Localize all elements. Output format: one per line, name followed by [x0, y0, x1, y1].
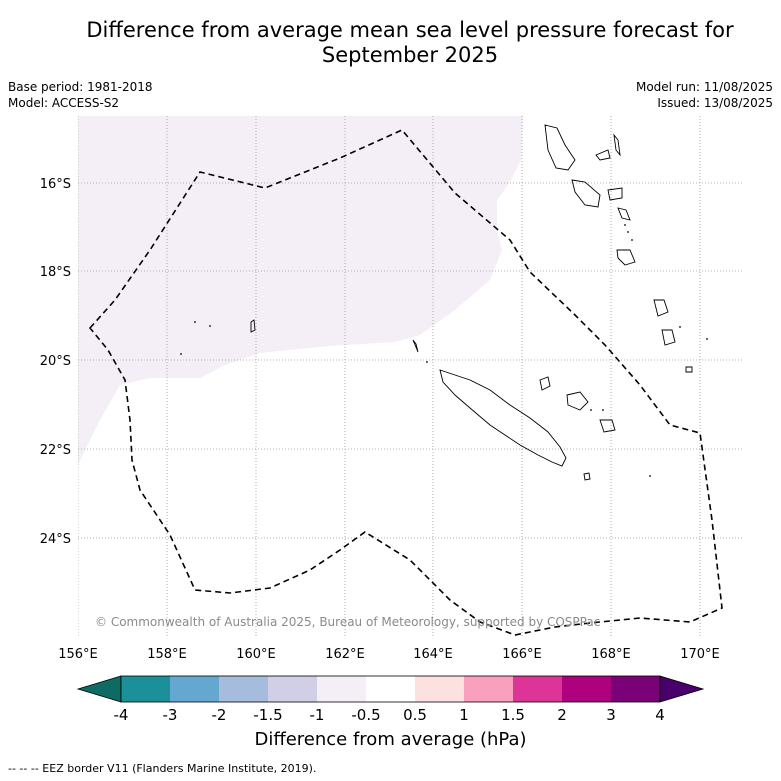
mare-coastline	[599, 419, 616, 433]
lon-label-170e: 170°E	[680, 647, 720, 662]
colorbar-tick-label: -4	[114, 706, 129, 724]
colorbar-tick-label: 1.5	[501, 706, 525, 724]
lon-label-166e: 166°E	[502, 647, 542, 662]
colorbar-tick-label: 1	[459, 706, 469, 724]
colorbar-tick-label: 3	[606, 706, 616, 724]
colorbar-tick-label: 4	[655, 706, 665, 724]
epi-coastline	[607, 187, 623, 201]
lifou-coastline	[566, 391, 589, 411]
coastlines	[250, 124, 693, 481]
lat-label-22s: 22°S	[40, 443, 71, 458]
colorbar-swatch	[562, 676, 611, 702]
chart-title: Difference from average mean sea level p…	[0, 18, 781, 68]
ambae-coastline	[595, 149, 611, 161]
aneityum-coastline	[685, 366, 693, 373]
lat-label-16s: 16°S	[40, 177, 71, 192]
latitude-labels: 16°S 18°S 20°S 22°S 24°S	[40, 177, 71, 547]
isle-of-pines-coastline	[583, 472, 591, 481]
lon-label-164e: 164°E	[413, 647, 453, 662]
espiritu-santo-coastline	[544, 124, 576, 171]
colorbar-tick-label: 0.5	[403, 706, 427, 724]
colorbar-tick-label: -2	[212, 706, 227, 724]
colorbar-swatch	[464, 676, 513, 702]
colorbar-border	[120, 675, 661, 703]
lat-label-20s: 20°S	[40, 354, 71, 369]
efate-coastline	[616, 249, 636, 266]
tanna-coastline	[661, 329, 676, 346]
colorbar-swatch	[611, 676, 660, 702]
lat-label-18s: 18°S	[40, 265, 71, 280]
map-plot-area: © Commonwealth of Australia 2025, Bureau…	[78, 116, 743, 636]
colorbar-swatch	[170, 676, 219, 702]
eez-legend-note: -- -- -- EEZ border V11 (Flanders Marine…	[8, 762, 317, 775]
title-line-1: Difference from average mean sea level p…	[86, 18, 734, 42]
model-run: Model run: 11/08/2025	[635, 80, 773, 94]
model-name: Model: ACCESS-S2	[8, 96, 120, 110]
colorbar-tick-label: -1	[310, 706, 325, 724]
longitude-labels: 156°E 158°E 160°E 162°E 164°E 166°E 168°…	[58, 647, 720, 662]
colorbar-swatch	[513, 676, 562, 702]
new-caledonia-coastline	[439, 369, 567, 467]
erromango-coastline	[653, 299, 669, 317]
eez-border-line	[88, 129, 723, 636]
base-period: Base period: 1981-2018	[8, 80, 153, 94]
belep-islands-coastline	[412, 339, 419, 353]
meta-left: Base period: 1981-2018 Model: ACCESS-S2	[8, 79, 153, 111]
colorbar-tick-label: -1.5	[253, 706, 282, 724]
shepherd-islands-coastline	[617, 207, 631, 221]
colorbar-tick-label: -0.5	[351, 706, 380, 724]
meta-right: Model run: 11/08/2025 Issued: 13/08/2025	[636, 79, 773, 111]
colorbar-swatch	[317, 676, 366, 702]
colorbar-tick-label: 2	[557, 706, 567, 724]
ouvea-coastline	[539, 376, 551, 391]
colorbar-swatch	[219, 676, 268, 702]
issued-date: Issued: 13/08/2025	[657, 96, 773, 110]
colorbar-swatch	[415, 676, 464, 702]
colorbar-swatch	[121, 676, 170, 702]
colorbar-swatch	[366, 676, 415, 702]
lon-label-158e: 158°E	[147, 647, 187, 662]
chesterfield-islet-coastline	[250, 319, 256, 333]
lat-label-24s: 24°S	[40, 532, 71, 547]
vanuatu-northern-islets-coastline	[613, 133, 621, 157]
small-islet-dots	[180, 224, 708, 477]
copyright-notice: © Commonwealth of Australia 2025, Bureau…	[95, 615, 600, 629]
lon-label-168e: 168°E	[591, 647, 631, 662]
colorbar-tick-label: -3	[163, 706, 178, 724]
colorbar-swatch	[268, 676, 317, 702]
colorbar-over-arrow	[659, 675, 705, 703]
colorbar: -4 -3 -2 -1.5 -1 -0.5 0.5 1 1.5 2 3 4	[76, 675, 705, 724]
anomaly-shading-region	[78, 116, 523, 465]
title-line-2: September 2025	[321, 43, 499, 67]
lon-label-156e: 156°E	[58, 647, 98, 662]
colorbar-under-arrow	[76, 675, 122, 703]
malekula-coastline	[571, 179, 601, 208]
colorbar-title: Difference from average (hPa)	[254, 729, 527, 750]
lon-label-162e: 162°E	[325, 647, 365, 662]
lon-label-160e: 160°E	[236, 647, 276, 662]
